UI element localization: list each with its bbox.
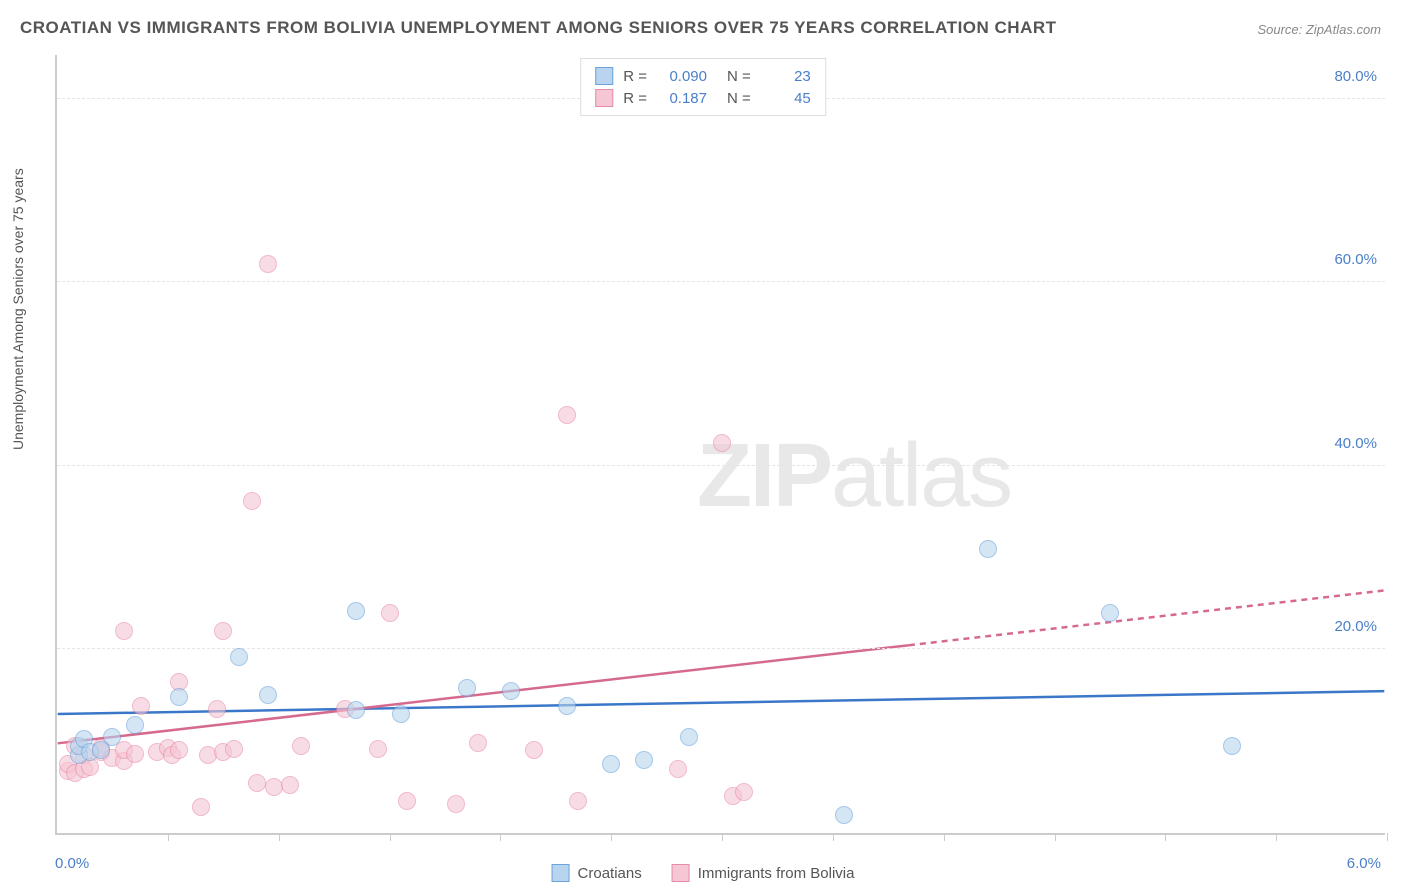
point-bolivia — [126, 745, 144, 763]
x-tick — [833, 833, 834, 841]
legend-label-croatians: Croatians — [578, 865, 642, 882]
point-croatians — [558, 697, 576, 715]
x-tick — [279, 833, 280, 841]
point-croatians — [680, 728, 698, 746]
point-croatians — [602, 755, 620, 773]
point-croatians — [347, 602, 365, 620]
point-croatians — [979, 540, 997, 558]
point-croatians — [392, 705, 410, 723]
correlation-legend: R = 0.090 N = 23 R = 0.187 N = 45 — [580, 58, 826, 116]
swatch-bolivia-icon — [595, 89, 613, 107]
series-legend: Croatians Immigrants from Bolivia — [552, 864, 855, 882]
point-bolivia — [381, 604, 399, 622]
point-croatians — [126, 716, 144, 734]
point-croatians — [835, 806, 853, 824]
x-axis-max-label: 6.0% — [1347, 855, 1381, 872]
point-bolivia — [248, 774, 266, 792]
point-croatians — [259, 686, 277, 704]
swatch-croatians-icon — [595, 67, 613, 85]
legend-row-croatians: R = 0.090 N = 23 — [595, 65, 811, 87]
r-value-bolivia: 0.187 — [659, 90, 707, 107]
x-axis-min-label: 0.0% — [55, 855, 89, 872]
point-bolivia — [469, 734, 487, 752]
y-tick-label: 40.0% — [1334, 435, 1377, 452]
x-tick — [944, 833, 945, 841]
point-bolivia — [569, 792, 587, 810]
point-bolivia — [398, 792, 416, 810]
gridline — [57, 465, 1385, 466]
gridline — [57, 648, 1385, 649]
point-croatians — [103, 728, 121, 746]
point-bolivia — [447, 795, 465, 813]
x-tick — [168, 833, 169, 841]
point-bolivia — [192, 798, 210, 816]
source-attribution: Source: ZipAtlas.com — [1257, 22, 1381, 37]
y-tick-label: 80.0% — [1334, 68, 1377, 85]
point-croatians — [1101, 604, 1119, 622]
point-bolivia — [132, 697, 150, 715]
point-croatians — [170, 688, 188, 706]
n-value-bolivia: 45 — [763, 90, 811, 107]
legend-row-bolivia: R = 0.187 N = 45 — [595, 87, 811, 109]
point-bolivia — [735, 783, 753, 801]
point-bolivia — [170, 741, 188, 759]
point-croatians — [1223, 737, 1241, 755]
y-axis-label: Unemployment Among Seniors over 75 years — [10, 168, 26, 450]
point-bolivia — [525, 741, 543, 759]
legend-label-bolivia: Immigrants from Bolivia — [698, 865, 855, 882]
gridline — [57, 281, 1385, 282]
r-value-croatians: 0.090 — [659, 68, 707, 85]
x-tick — [1165, 833, 1166, 841]
point-bolivia — [259, 255, 277, 273]
point-bolivia — [369, 740, 387, 758]
y-tick-label: 60.0% — [1334, 251, 1377, 268]
point-bolivia — [208, 700, 226, 718]
watermark: ZIPatlas — [697, 425, 1011, 528]
x-tick — [611, 833, 612, 841]
legend-item-croatians: Croatians — [552, 864, 642, 882]
point-croatians — [502, 682, 520, 700]
n-label: N = — [727, 90, 751, 107]
point-croatians — [347, 701, 365, 719]
n-value-croatians: 23 — [763, 68, 811, 85]
x-tick — [1276, 833, 1277, 841]
point-bolivia — [669, 760, 687, 778]
n-label: N = — [727, 68, 751, 85]
point-bolivia — [214, 622, 232, 640]
watermark-light: atlas — [831, 426, 1011, 526]
point-bolivia — [292, 737, 310, 755]
plot-area: ZIPatlas 20.0% 40.0% 60.0% 80.0% — [55, 55, 1385, 835]
x-tick — [1055, 833, 1056, 841]
x-tick — [722, 833, 723, 841]
point-bolivia — [243, 492, 261, 510]
x-tick — [500, 833, 501, 841]
point-croatians — [230, 648, 248, 666]
point-bolivia — [281, 776, 299, 794]
x-tick — [390, 833, 391, 841]
chart-title: CROATIAN VS IMMIGRANTS FROM BOLIVIA UNEM… — [20, 18, 1057, 38]
point-bolivia — [558, 406, 576, 424]
point-bolivia — [115, 622, 133, 640]
swatch-croatians-icon — [552, 864, 570, 882]
x-tick — [1387, 833, 1388, 841]
legend-item-bolivia: Immigrants from Bolivia — [672, 864, 855, 882]
y-tick-label: 20.0% — [1334, 618, 1377, 635]
point-croatians — [635, 751, 653, 769]
point-bolivia — [713, 434, 731, 452]
r-label: R = — [623, 90, 647, 107]
point-croatians — [458, 679, 476, 697]
point-bolivia — [225, 740, 243, 758]
r-label: R = — [623, 68, 647, 85]
swatch-bolivia-icon — [672, 864, 690, 882]
